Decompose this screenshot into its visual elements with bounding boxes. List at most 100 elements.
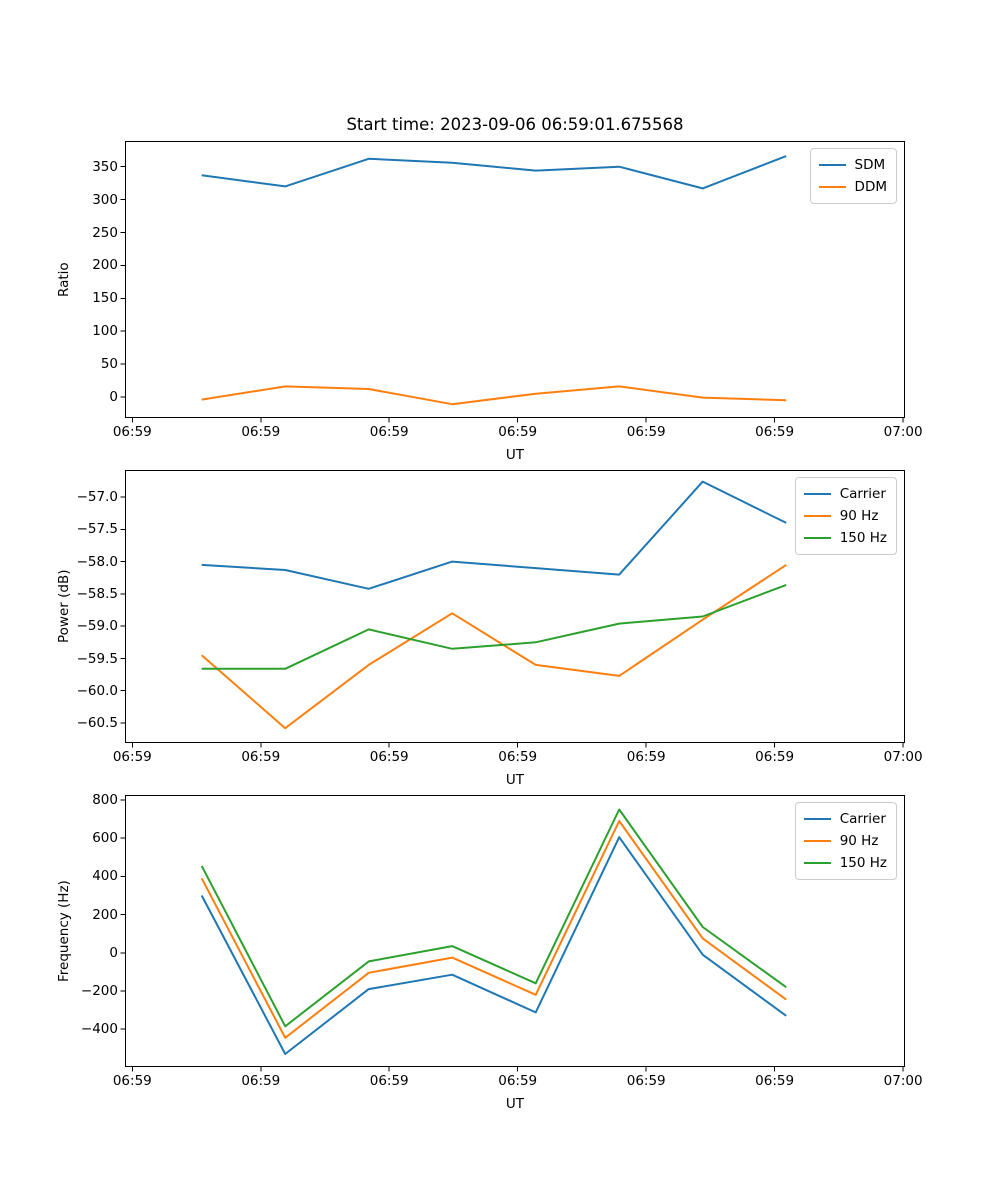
y-tick-label: 250: [92, 224, 118, 241]
x-tick-label: 06:59: [755, 749, 795, 765]
legend-entry-ddm: DDM: [818, 176, 887, 198]
legend-label: DDM: [854, 178, 887, 195]
y-tick-label: 50: [100, 356, 118, 372]
x-tick-marks: [131, 743, 904, 748]
x-tick-marks: [131, 418, 904, 423]
x-axis-label: UT: [505, 772, 525, 788]
legend-entry-sdm: SDM: [818, 154, 887, 176]
legend-line-swatch: [803, 840, 831, 842]
x-axis-label: UT: [505, 447, 525, 463]
series-line-150-hz: [201, 583, 787, 670]
subplot-ratio: Start time: 2023-09-06 06:59:01.675568 06…: [56, 115, 923, 463]
x-tick-label: 06:59: [498, 424, 538, 440]
legend-line-swatch: [803, 862, 831, 864]
x-tick-label: 06:59: [241, 424, 281, 440]
x-tick-label: 06:59: [112, 749, 152, 765]
legend-line-swatch: [803, 537, 831, 539]
legend-entry-150-hz: 150 Hz: [803, 527, 887, 549]
plot-border: [125, 795, 905, 1067]
plot-border: [125, 141, 905, 418]
legend-entry-carrier: Carrier: [803, 483, 887, 505]
x-tick-label: 06:59: [112, 424, 152, 440]
legend-label: SDM: [854, 156, 886, 173]
y-axis-label: Ratio: [56, 262, 72, 297]
y-tick-label: −59.5: [76, 650, 118, 667]
legend-label: Carrier: [839, 485, 886, 502]
x-tick-label: 06:59: [626, 1073, 666, 1089]
legend-entry-90-hz: 90 Hz: [803, 830, 887, 852]
x-tick-marks: [131, 1067, 904, 1072]
series-line-90-hz: [201, 564, 787, 730]
series-line-sdm: [201, 155, 787, 190]
y-tick-label: 350: [92, 158, 118, 175]
legend-label: 90 Hz: [839, 507, 879, 524]
x-tick-label: 06:59: [755, 1073, 795, 1089]
y-tick-marks: [120, 496, 125, 724]
plot-area: [120, 795, 905, 1072]
x-tick-label: 06:59: [112, 1073, 152, 1089]
x-tick-label: 07:00: [883, 1073, 923, 1089]
legend-line-swatch: [803, 818, 831, 820]
x-tick-label: 06:59: [369, 749, 409, 765]
x-tick-label: 06:59: [241, 749, 281, 765]
legend: Carrier 90 Hz 150 Hz: [794, 477, 897, 555]
y-tick-label: 0: [109, 944, 118, 961]
y-axis-label: Frequency (Hz): [56, 880, 72, 982]
y-tick-label: 100: [92, 323, 118, 340]
x-tick-label: 06:59: [498, 1073, 538, 1089]
series-line-90-hz: [200, 820, 787, 1039]
plot-border: [125, 470, 905, 743]
y-tick-label: 200: [92, 906, 118, 923]
subplot-power-db: 06:59 06:59 06:59 06:59 06:59 06:59 07:00 −57.0…: [56, 470, 923, 788]
legend-entry-90-hz: 90 Hz: [803, 505, 887, 527]
legend-line-swatch: [818, 164, 846, 166]
series-line-150-hz: [200, 808, 787, 1028]
y-tick-label: 0: [109, 388, 118, 405]
y-tick-label: 300: [92, 191, 118, 208]
series-line-carrier: [200, 836, 787, 1055]
plot-area: [120, 470, 905, 748]
legend-entry-150-hz: 150 Hz: [803, 852, 887, 874]
x-tick-label: 07:00: [883, 424, 923, 440]
y-tick-label: 400: [92, 868, 118, 885]
subplot-frequency-hz: 06:59 06:59 06:59 06:59 06:59 06:59 07:00 800 60…: [56, 792, 923, 1112]
legend-line-swatch: [803, 515, 831, 517]
x-tick-label: 06:59: [369, 424, 409, 440]
legend-line-swatch: [818, 186, 846, 188]
legend: Carrier 90 Hz 150 Hz: [794, 802, 897, 880]
legend-label: Carrier: [839, 810, 886, 827]
y-tick-label: −200: [80, 983, 118, 999]
x-tick-label: 06:59: [626, 749, 666, 765]
legend-label: 90 Hz: [839, 832, 879, 849]
y-tick-marks: [120, 799, 125, 1030]
x-tick-label: 06:59: [626, 424, 666, 440]
y-tick-label: 600: [92, 830, 118, 847]
legend: SDM DDM: [809, 148, 897, 204]
x-tick-label: 06:59: [241, 1073, 281, 1089]
y-tick-label: −57.0: [76, 489, 118, 506]
y-axis-label: Power (dB): [56, 569, 72, 644]
y-tick-label: −57.5: [76, 521, 118, 538]
x-tick-label: 06:59: [498, 749, 538, 765]
legend-entry-carrier: Carrier: [803, 808, 887, 830]
x-axis-label: UT: [505, 1096, 525, 1112]
series-line-carrier: [201, 480, 787, 590]
plot-area: [120, 141, 905, 423]
chart-title: Start time: 2023-09-06 06:59:01.675568: [346, 115, 684, 134]
y-tick-label: −58.5: [76, 585, 118, 602]
y-tick-label: 200: [92, 257, 118, 274]
x-tick-label: 07:00: [883, 749, 923, 765]
x-tick-label: 06:59: [369, 1073, 409, 1089]
y-tick-label: −59.0: [76, 618, 118, 635]
y-tick-label: −400: [80, 1021, 118, 1038]
legend-line-swatch: [803, 493, 831, 495]
legend-label: 150 Hz: [839, 854, 887, 871]
series-line-ddm: [201, 385, 787, 406]
y-tick-label: −60.0: [76, 682, 118, 699]
y-tick-label: −60.5: [76, 715, 118, 731]
y-tick-label: 150: [92, 290, 118, 307]
x-tick-label: 06:59: [755, 424, 795, 440]
legend-label: 150 Hz: [839, 529, 887, 546]
y-tick-label: 800: [92, 792, 118, 808]
